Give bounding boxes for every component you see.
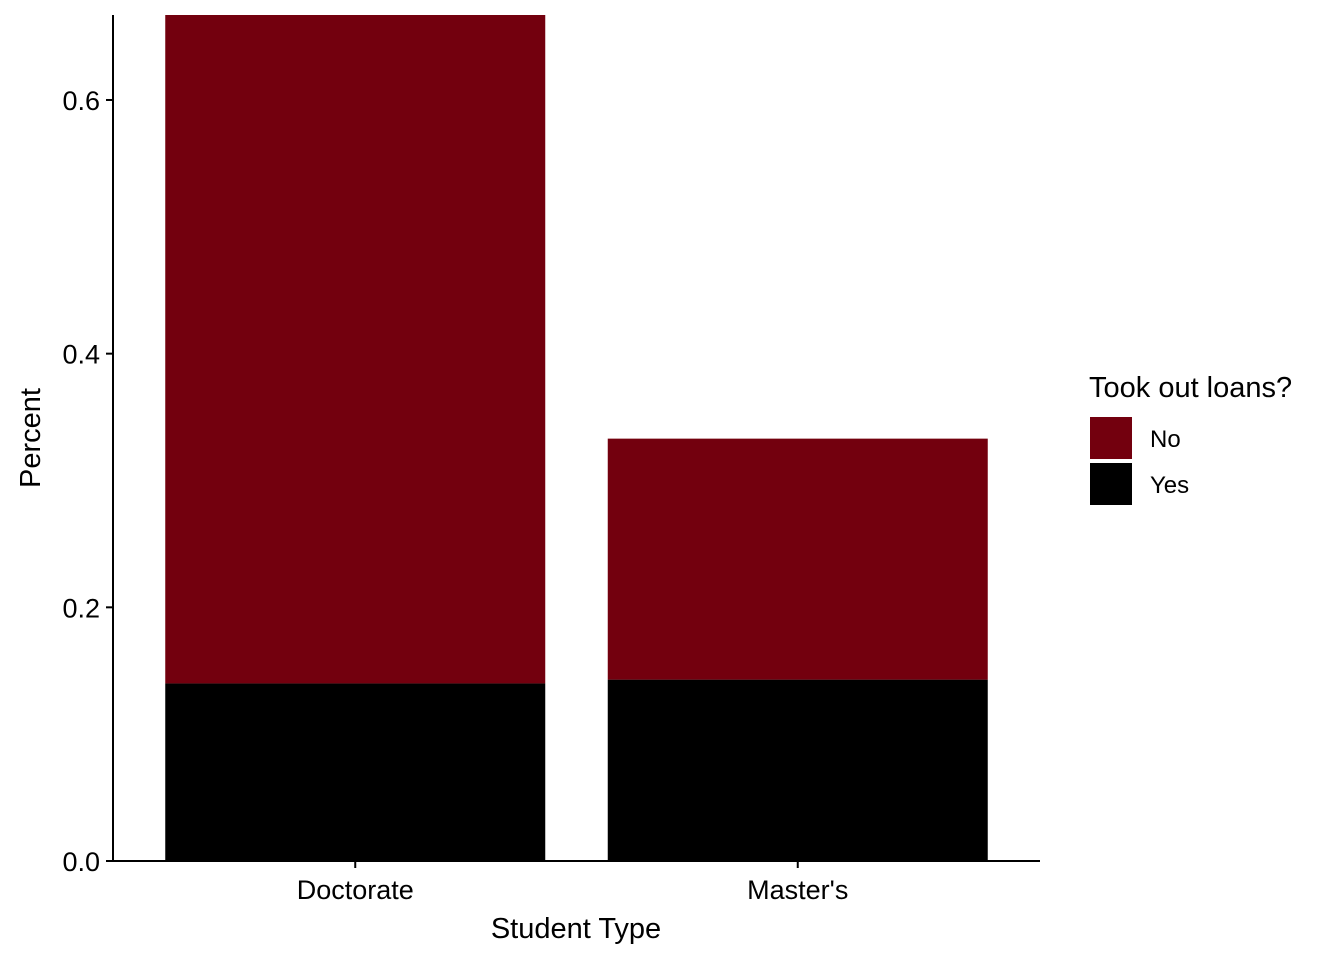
bar-yes-doctorate [165,683,546,861]
bar-no-master-s [607,438,988,680]
legend-swatch-yes [1090,463,1132,505]
bars [165,15,988,861]
y-tick-label: 0.0 [62,847,100,877]
legend-swatch-no [1090,417,1132,459]
y-tick-label: 0.2 [62,593,100,623]
y-axis-ticks: 0.0 0.2 0.4 0.6 [62,86,113,877]
y-axis-title: Percent [15,388,47,488]
bar-no-doctorate [165,15,546,684]
y-tick-label: 0.4 [62,340,100,370]
x-tick-label: Master's [747,875,848,905]
x-tick-label: Doctorate [297,875,414,905]
plot-area: 0.0 0.2 0.4 0.6 Doctorate Master's [62,15,1040,905]
legend-label-yes: Yes [1150,472,1189,499]
legend-title: Took out loans? [1089,372,1292,404]
legend-items: No Yes [1090,417,1189,505]
y-tick-label: 0.6 [62,86,100,116]
x-axis-ticks: Doctorate Master's [297,861,848,905]
legend-label-no: No [1150,426,1181,453]
bar-yes-master-s [607,679,988,861]
x-axis-title: Student Type [491,913,661,945]
legend: Took out loans? No Yes [1089,372,1292,505]
